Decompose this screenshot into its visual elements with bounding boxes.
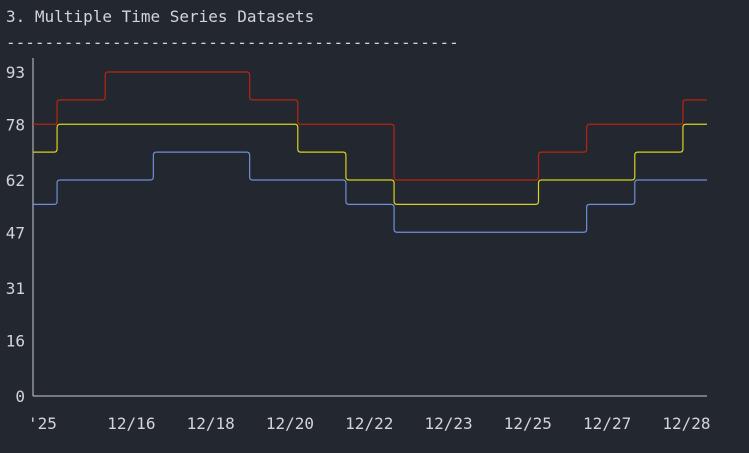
page-title: 3. Multiple Time Series Datasets	[6, 7, 315, 26]
y-tick-label: 31	[6, 279, 25, 298]
x-axis-ticks: '25 12/16 12/18 12/20 12/22 12/23 12/25 12/27 12…	[28, 414, 711, 433]
x-tick-label: 12/16	[107, 414, 155, 433]
x-tick-label: 12/22	[345, 414, 393, 433]
series-line-3	[33, 71, 707, 181]
x-tick-label: 12/18	[187, 414, 235, 433]
x-tick-label: 12/20	[266, 414, 314, 433]
y-tick-label: 16	[6, 331, 25, 350]
chart-series	[33, 71, 707, 233]
y-tick-label: 47	[6, 223, 25, 242]
y-tick-label: 0	[15, 387, 25, 406]
chart-axes	[32, 58, 707, 397]
y-tick-label: 78	[6, 115, 25, 134]
y-axis-ticks: 0 16 31 47 62 78 93	[6, 63, 25, 406]
title-underline: ----------------------------------------…	[6, 33, 459, 52]
series-line-1	[33, 151, 707, 233]
x-tick-label: 12/23	[424, 414, 472, 433]
x-tick-label: 12/28	[662, 414, 710, 433]
series-line-2	[33, 123, 707, 205]
y-tick-label: 93	[6, 63, 25, 82]
x-tick-label: '25	[28, 414, 57, 433]
x-tick-label: 12/25	[504, 414, 552, 433]
x-tick-label: 12/27	[583, 414, 631, 433]
y-tick-label: 62	[6, 171, 25, 190]
